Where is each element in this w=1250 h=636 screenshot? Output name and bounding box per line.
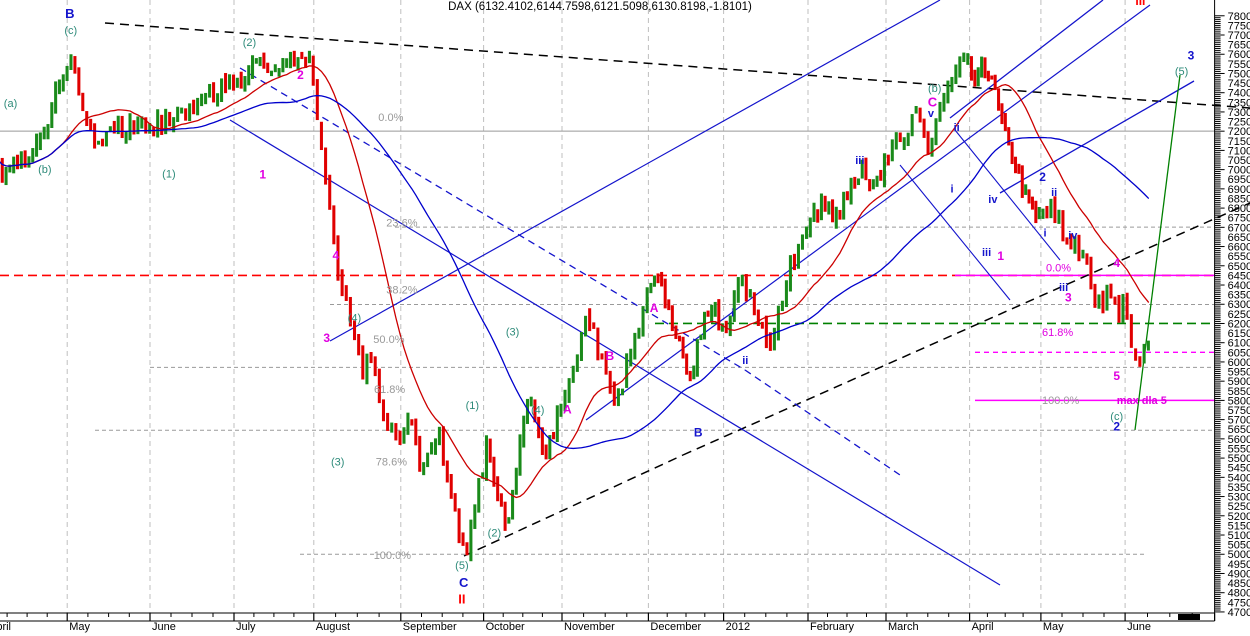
svg-text:October: October [486,621,525,633]
svg-text:(5): (5) [1175,66,1188,78]
svg-text:August: August [316,621,350,633]
svg-text:(5): (5) [455,560,468,572]
svg-text:2: 2 [297,68,304,82]
svg-text:ii: ii [742,355,748,367]
svg-text:100.0%: 100.0% [1042,395,1080,407]
svg-text:(1): (1) [162,168,175,180]
svg-text:April: April [972,621,994,633]
svg-text:61.8%: 61.8% [1042,327,1073,339]
svg-text:iv: iv [1068,230,1078,242]
svg-text:0.0%: 0.0% [1046,263,1071,275]
svg-text:(a): (a) [4,98,17,110]
svg-text:4: 4 [332,248,339,262]
svg-text:7800: 7800 [1228,11,1250,23]
svg-text:ii: ii [954,122,960,134]
svg-text:(b): (b) [38,164,51,176]
svg-text:i: i [731,308,734,320]
svg-text:B: B [694,425,703,439]
svg-text:78.6%: 78.6% [376,457,407,469]
svg-text:(4): (4) [348,312,361,324]
svg-text:June: June [152,621,176,633]
svg-text:0.0%: 0.0% [378,112,403,124]
svg-text:(2): (2) [243,37,256,49]
svg-text:1: 1 [259,167,266,181]
svg-text:(1): (1) [466,400,479,412]
svg-text:April: April [0,621,11,633]
svg-text:II: II [458,592,465,607]
svg-text:5: 5 [1113,369,1120,383]
svg-text:(3): (3) [506,327,519,339]
svg-text:DAX (6132.4102,6144.7598,6121.: DAX (6132.4102,6144.7598,6121.5098,6130.… [448,1,752,13]
svg-text:July: July [236,621,256,633]
svg-text:iii: iii [982,247,991,259]
svg-text:max dla 5: max dla 5 [1117,395,1167,407]
svg-text:2: 2 [1039,170,1046,184]
svg-text:May: May [69,621,90,633]
svg-text:4: 4 [1113,256,1120,270]
svg-text:100.0%: 100.0% [374,550,412,562]
svg-text:(3): (3) [331,457,344,469]
svg-text:1: 1 [997,249,1004,263]
svg-text:(4): (4) [531,405,544,417]
svg-text:3: 3 [1065,291,1072,305]
svg-text:2012: 2012 [726,621,750,633]
svg-text:38.2%: 38.2% [386,284,417,296]
svg-text:A: A [650,301,659,315]
svg-text:A: A [563,403,572,417]
svg-text:i: i [1043,227,1046,239]
svg-text:50.0%: 50.0% [373,334,404,346]
svg-text:B: B [605,349,614,363]
svg-text:(c): (c) [64,25,77,37]
svg-text:November: November [564,621,615,633]
svg-text:61.8%: 61.8% [374,384,405,396]
svg-text:iii: iii [855,155,864,167]
svg-text:ii: ii [1051,187,1057,199]
svg-text:3: 3 [1188,48,1195,62]
svg-text:3: 3 [323,331,330,345]
svg-text:v: v [928,108,935,120]
svg-text:(b): (b) [928,83,941,95]
svg-text:23.6%: 23.6% [386,217,417,229]
svg-text:May: May [1043,621,1064,633]
svg-text:February: February [810,621,855,633]
svg-text:C: C [459,575,469,590]
svg-text:B: B [65,6,74,21]
svg-text:December: December [650,621,701,633]
svg-text:III: III [1135,0,1145,8]
svg-text:June: June [1127,621,1151,633]
svg-text:2: 2 [1113,420,1120,434]
svg-text:i: i [950,184,953,196]
svg-text:iv: iv [988,194,998,206]
svg-text:September: September [403,621,457,633]
svg-text:(2): (2) [488,527,501,539]
svg-text:March: March [888,621,919,633]
